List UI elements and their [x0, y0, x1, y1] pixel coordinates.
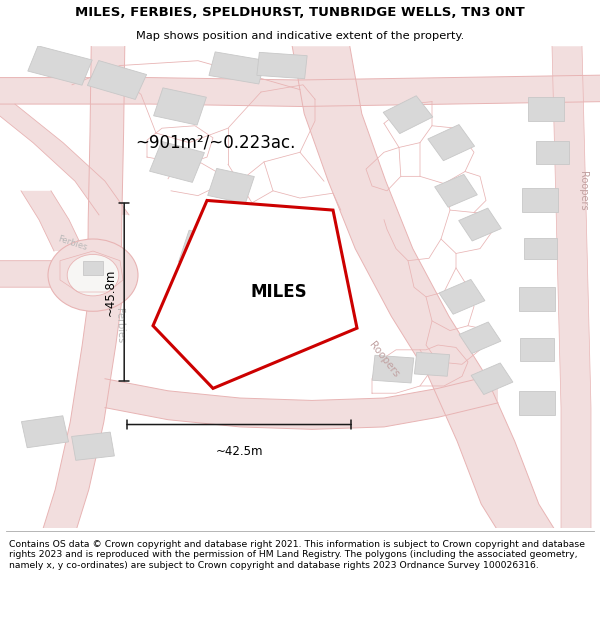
Polygon shape [528, 97, 564, 121]
Polygon shape [105, 374, 498, 429]
Polygon shape [257, 52, 307, 79]
Polygon shape [415, 352, 449, 376]
Polygon shape [471, 363, 513, 394]
Polygon shape [149, 141, 205, 182]
Polygon shape [292, 46, 554, 528]
Polygon shape [179, 230, 235, 272]
Polygon shape [372, 355, 414, 383]
Polygon shape [523, 238, 557, 259]
Polygon shape [83, 261, 103, 275]
Polygon shape [208, 169, 254, 204]
Polygon shape [154, 88, 206, 125]
Polygon shape [153, 201, 357, 388]
Text: MILES, FERBIES, SPELDHURST, TUNBRIDGE WELLS, TN3 0NT: MILES, FERBIES, SPELDHURST, TUNBRIDGE WE… [75, 6, 525, 19]
Text: ~45.8m: ~45.8m [104, 268, 117, 316]
Polygon shape [459, 322, 501, 354]
Polygon shape [71, 432, 115, 461]
Polygon shape [458, 208, 502, 241]
Polygon shape [0, 104, 129, 215]
Polygon shape [0, 75, 600, 106]
Polygon shape [43, 288, 124, 528]
Polygon shape [434, 174, 478, 208]
Polygon shape [241, 249, 293, 287]
Polygon shape [28, 46, 92, 85]
Polygon shape [428, 124, 475, 161]
Polygon shape [439, 279, 485, 314]
Circle shape [67, 254, 119, 296]
Polygon shape [536, 141, 569, 164]
Text: Contains OS data © Crown copyright and database right 2021. This information is : Contains OS data © Crown copyright and d… [9, 540, 585, 569]
Polygon shape [552, 46, 591, 528]
Text: Map shows position and indicative extent of the property.: Map shows position and indicative extent… [136, 31, 464, 41]
Polygon shape [520, 338, 554, 361]
Polygon shape [519, 391, 555, 415]
Polygon shape [522, 188, 558, 213]
Text: MILES: MILES [251, 283, 307, 301]
Polygon shape [21, 191, 84, 251]
Polygon shape [519, 288, 555, 311]
Polygon shape [88, 61, 146, 99]
Text: ~42.5m: ~42.5m [215, 445, 263, 458]
Polygon shape [209, 52, 265, 84]
Circle shape [48, 239, 138, 311]
Polygon shape [88, 46, 125, 288]
Text: Ferbies: Ferbies [56, 235, 88, 252]
Polygon shape [22, 416, 68, 447]
Text: ~901m²/~0.223ac.: ~901m²/~0.223ac. [135, 134, 295, 152]
Polygon shape [0, 261, 93, 292]
Text: Ferbies: Ferbies [115, 308, 125, 344]
Text: Roopers: Roopers [367, 340, 401, 379]
Text: Roopers: Roopers [578, 171, 588, 211]
Polygon shape [383, 96, 433, 134]
